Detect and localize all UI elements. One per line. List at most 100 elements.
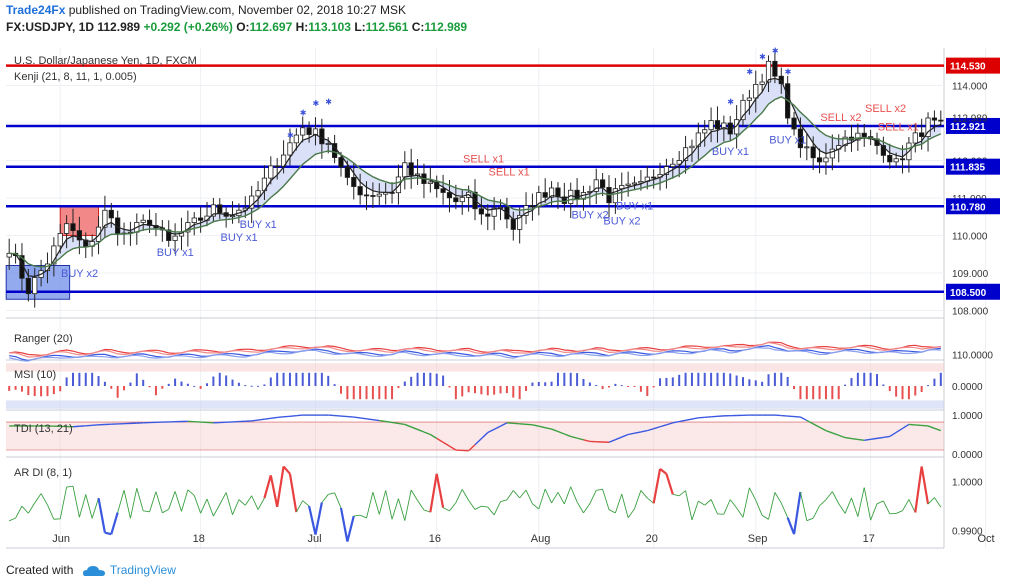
x-tick-label: Jul	[307, 533, 321, 545]
ardi-segment	[334, 492, 342, 509]
signal-label: BUY x1	[712, 146, 749, 158]
msi-bar	[525, 386, 528, 391]
open-label: O:	[236, 20, 250, 34]
msi-upper-band	[6, 363, 944, 372]
msi-bar	[461, 386, 464, 397]
kenji-cloud	[9, 78, 941, 277]
candle-body	[338, 157, 344, 168]
candle-body	[166, 229, 172, 241]
ardi-segment	[302, 500, 310, 507]
x-tick-label: Aug	[531, 533, 551, 545]
ardi-segment	[391, 498, 399, 520]
tdi-segment	[672, 420, 680, 424]
ranger-line	[9, 347, 941, 362]
candle-body	[255, 190, 261, 197]
msi-bar	[563, 372, 566, 386]
candle-body	[25, 277, 31, 295]
brand-name[interactable]: Trade24Fx	[6, 3, 66, 17]
header-line-2: FX:USDJPY, 1D 112.989 +0.292 (+0.26%) O:…	[6, 20, 467, 34]
tdi-segment	[366, 418, 373, 421]
kenji-fast-line	[9, 77, 942, 278]
msi-bar	[416, 372, 419, 386]
candle-body	[287, 142, 293, 156]
ardi-title: AR DI (8, 1)	[14, 467, 72, 479]
ardi-segment	[174, 491, 182, 512]
msi-bar	[844, 384, 847, 386]
signal-label: SELL x1	[463, 153, 504, 165]
candle-body	[797, 128, 804, 149]
candle-body	[478, 208, 484, 215]
ardi-segment	[538, 488, 546, 510]
candle-body	[899, 158, 906, 161]
ardi-segment	[339, 507, 349, 542]
ardi-segment	[110, 512, 119, 535]
msi-bar	[901, 386, 904, 400]
candle-body	[446, 192, 453, 199]
ardi-segment	[269, 475, 279, 508]
ardi-segment	[920, 466, 930, 505]
ardi-segment	[755, 500, 763, 516]
ardi-segment	[934, 497, 942, 508]
ardi-segment	[761, 515, 769, 520]
msi-bar	[690, 372, 693, 386]
msi-bar	[276, 372, 279, 386]
msi-bar	[206, 383, 208, 386]
candle-body	[95, 226, 102, 242]
msi-bar	[154, 386, 157, 396]
level-price-tag	[946, 158, 1000, 175]
tdi-segment	[429, 433, 438, 439]
tdi-segment	[908, 423, 916, 426]
star-marker: ✱	[785, 67, 792, 76]
msi-bar	[244, 385, 247, 387]
star-marker: ✱	[300, 109, 307, 118]
msi-bar	[837, 386, 840, 400]
msi-bar	[499, 386, 502, 394]
ardi-segment	[353, 514, 361, 517]
ardi-pane[interactable]	[9, 465, 942, 542]
ardi-segment	[678, 490, 686, 497]
ardi-segment	[652, 468, 662, 504]
tdi-pane[interactable]	[6, 414, 944, 452]
candle-body	[912, 132, 918, 144]
tdi-tick-label: 0.0000	[952, 450, 983, 461]
high-value: 113.103	[308, 20, 351, 34]
tdi-segment	[647, 428, 654, 432]
tdi-segment	[883, 435, 890, 439]
msi-bar	[269, 377, 272, 386]
candle-body	[765, 60, 772, 83]
ardi-segment	[238, 499, 246, 506]
signal-label: SELL x2	[865, 103, 906, 115]
candle-body	[823, 157, 829, 163]
tradingview-link[interactable]: TradingView	[109, 563, 176, 577]
ranger-pane[interactable]	[9, 341, 941, 362]
msi-bar	[308, 372, 311, 386]
ardi-segment	[149, 491, 157, 513]
ardi-segment	[780, 502, 789, 518]
ardi-segment	[244, 495, 253, 506]
msi-bar	[123, 386, 126, 391]
tdi-band	[6, 422, 944, 451]
msi-bar	[697, 372, 700, 386]
tdi-segment	[487, 428, 495, 434]
msi-bar	[620, 385, 623, 387]
ardi-segment	[91, 497, 99, 519]
candle-body	[721, 122, 727, 130]
ardi-segment	[857, 487, 865, 517]
candle-body	[370, 195, 376, 197]
msi-pane[interactable]	[6, 363, 944, 409]
ardi-segment	[812, 505, 820, 519]
symbol-label: FX:USDJPY, 1D	[6, 20, 95, 34]
ardi-segment	[774, 492, 782, 504]
msi-bar	[91, 372, 94, 386]
candle-body	[459, 196, 465, 203]
candle-body	[887, 154, 893, 163]
candle-body	[548, 187, 555, 198]
ardi-segment	[378, 490, 387, 515]
demand-zone-box	[5, 265, 71, 300]
ardi-segment	[792, 491, 802, 535]
signal-label: BUY x1	[221, 232, 258, 244]
pane-labels: U.S. Dollar/Japanese Yen, 1D, FXCM Kenji…	[14, 55, 197, 479]
ardi-segment	[34, 493, 42, 504]
